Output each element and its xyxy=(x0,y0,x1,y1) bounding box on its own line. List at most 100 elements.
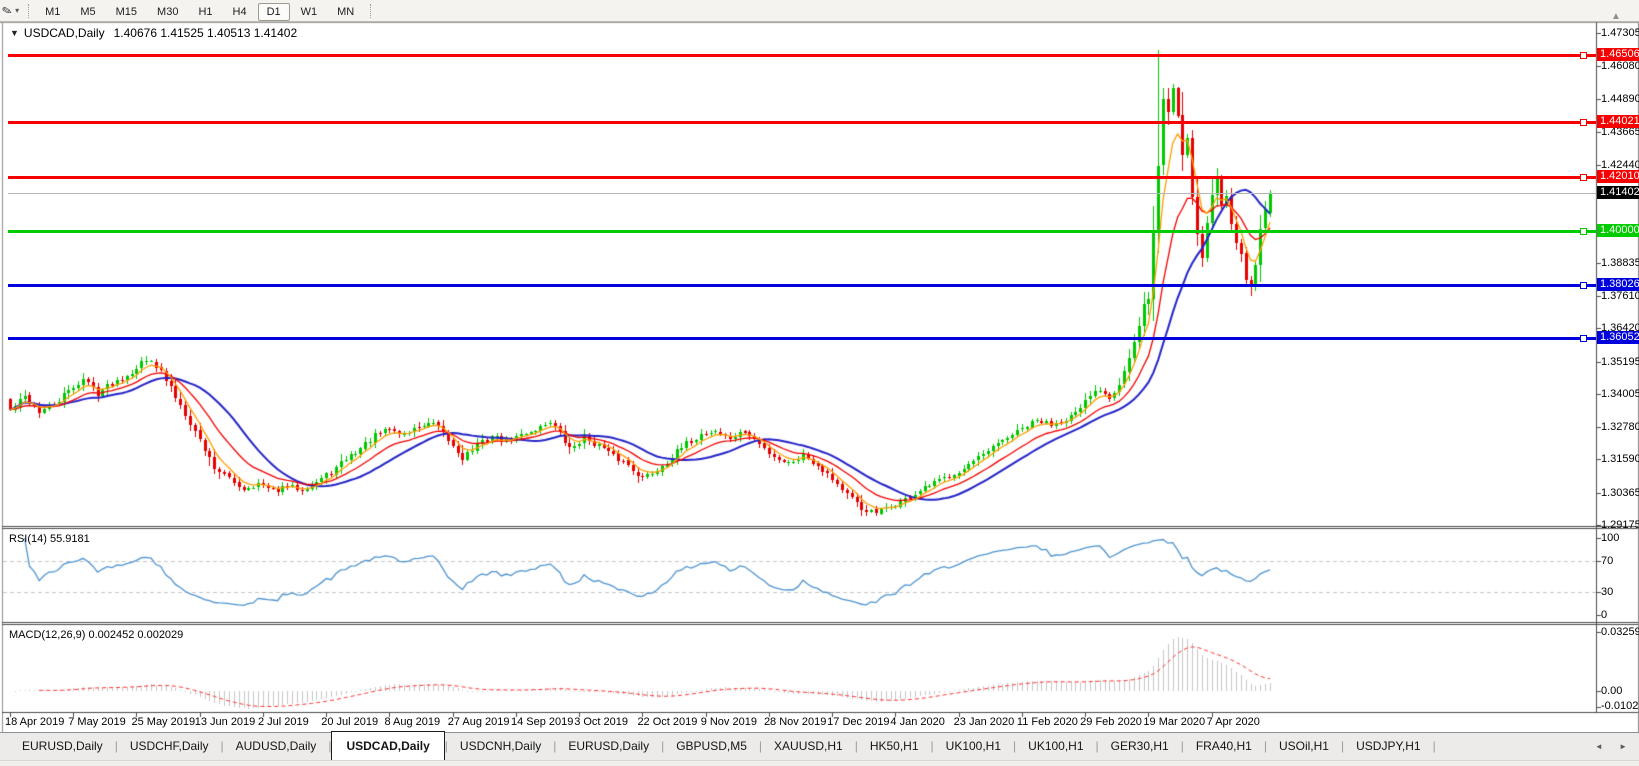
price-axis-tick: 1.30365 xyxy=(1601,486,1639,499)
date-axis-label: 19 Mar 2020 xyxy=(1143,716,1206,728)
price-axis-tick: 1.47305 xyxy=(1601,27,1639,40)
chart-tab-uk100-h1[interactable]: UK100,H1 xyxy=(945,739,1002,753)
macd-axis-tick: 0.00 xyxy=(1601,685,1623,697)
timeframe-button-w1[interactable]: W1 xyxy=(300,5,318,18)
date-axis-label: 28 Nov 2019 xyxy=(763,716,827,728)
tab-separator: | xyxy=(1095,739,1099,753)
tab-separator: | xyxy=(1432,739,1436,753)
chart-tab-uk100-h1[interactable]: UK100,H1 xyxy=(1028,739,1084,753)
chart-tab-fra40-h1[interactable]: FRA40,H1 xyxy=(1195,739,1252,753)
timeframe-button-m30[interactable]: M30 xyxy=(157,5,179,18)
tabs-scroll-right-icon[interactable]: ► xyxy=(1619,742,1627,751)
chart-tab-usdjpy-h1[interactable]: USDJPY,H1 xyxy=(1356,739,1421,753)
chart-title-symbol: USDCAD,Daily xyxy=(23,26,105,40)
price-axis-tick: 1.44890 xyxy=(1601,92,1639,105)
level-line-1-46506[interactable] xyxy=(8,52,1596,59)
rsi-axis-tick: 70 xyxy=(1601,555,1614,568)
macd-axis-tick: 0.032595 xyxy=(1601,626,1639,638)
date-axis-label: 14 Sep 2019 xyxy=(510,716,574,728)
tab-separator: | xyxy=(854,739,858,753)
date-axis-label: 8 Aug 2019 xyxy=(384,716,441,728)
tab-separator: | xyxy=(553,739,557,753)
timeframe-button-m5[interactable]: M5 xyxy=(80,5,96,18)
timeframe-button-m15[interactable]: M15 xyxy=(115,5,138,18)
chart-tab-ger30-h1[interactable]: GER30,H1 xyxy=(1110,739,1169,753)
tab-separator: | xyxy=(220,739,224,753)
current-price-line xyxy=(8,193,1596,194)
date-axis-label: 23 Jan 2020 xyxy=(953,716,1015,728)
dropdown-arrow-icon: ▾ xyxy=(15,6,20,15)
tab-separator: | xyxy=(661,739,665,753)
chart-tab-usdcad-daily[interactable]: USDCAD,Daily xyxy=(331,731,445,760)
tab-separator: | xyxy=(328,739,332,753)
timeframe-button-h4[interactable]: H4 xyxy=(232,5,247,18)
price-axis-tick: 1.31590 xyxy=(1601,453,1639,466)
level-drag-handle-icon xyxy=(1580,174,1587,181)
chart-tab-xauusd-h1[interactable]: XAUUSD,H1 xyxy=(774,739,843,753)
timeframe-button-d1[interactable]: D1 xyxy=(257,2,290,21)
pencil-icon: ✎ xyxy=(0,2,14,19)
chart-title-ohlc: 1.40676 1.41525 1.40513 1.41402 xyxy=(113,26,298,40)
level-line-1-44021[interactable] xyxy=(8,119,1596,126)
date-axis-label: 25 May 2019 xyxy=(131,716,196,728)
timeframe-button-mn[interactable]: MN xyxy=(337,5,355,18)
date-axis-label: 7 May 2019 xyxy=(68,716,126,728)
date-axis-label: 2 Jul 2019 xyxy=(257,716,309,728)
chart-tab-eurusd-daily[interactable]: EURUSD,Daily xyxy=(22,739,103,753)
chart-tab-gbpusd-m5[interactable]: GBPUSD,M5 xyxy=(676,739,747,753)
chart-tab-eurusd-daily[interactable]: EURUSD,Daily xyxy=(568,739,650,753)
chart-tabs: EURUSD,Daily | USDCHF,Daily | AUDUSD,Daily | U… xyxy=(0,731,1639,760)
tab-separator: | xyxy=(930,739,934,753)
tab-separator: | xyxy=(1180,739,1184,753)
level-price-label: 1.38026 xyxy=(1597,277,1639,291)
date-axis-label: 18 Apr 2019 xyxy=(5,716,65,728)
chart-tab-hk50-h1[interactable]: HK50,H1 xyxy=(869,739,919,753)
date-axis-label: 27 Aug 2019 xyxy=(447,716,510,728)
date-axis-label: 11 Feb 2020 xyxy=(1016,716,1078,728)
level-line-1-40000[interactable] xyxy=(8,228,1596,235)
level-price-label: 1.42010 xyxy=(1597,169,1639,183)
chart-tab-usdchf-daily[interactable]: USDCHF,Daily xyxy=(129,739,209,753)
timeframe-button-m1[interactable]: M1 xyxy=(45,5,61,18)
chart-tab-audusd-daily[interactable]: AUDUSD,Daily xyxy=(235,739,317,753)
toolbar-separator xyxy=(370,3,372,18)
price-axis-tick: 1.37610 xyxy=(1601,290,1639,303)
macd-indicator-label: MACD(12,26,9) 0.002452 0.002029 xyxy=(9,629,184,641)
tab-separator: | xyxy=(758,739,763,753)
chart-tab-bar: EURUSD,Daily | USDCHF,Daily | AUDUSD,Daily | U… xyxy=(0,731,1639,760)
timeframe-buttons: M1 M5 M15 M30 H1 H4 D1 W1 MN xyxy=(35,2,364,21)
level-line-1-42010[interactable] xyxy=(8,174,1596,181)
price-axis-tick: 1.46080 xyxy=(1601,60,1639,73)
price-axis-tick: 1.42440 xyxy=(1601,159,1639,172)
tabs-scroll-left-icon[interactable]: ◄ xyxy=(1594,742,1603,751)
chart-tab-usoil-h1[interactable]: USOil,H1 xyxy=(1278,739,1329,753)
rsi-axis-tick: 30 xyxy=(1601,585,1614,598)
toolbar: ✎ ▾ M1 M5 M15 M30 H1 H4 D1 W1 MN xyxy=(0,0,1639,22)
tab-separator: | xyxy=(1340,739,1345,753)
collapse-icon[interactable]: ▼ xyxy=(10,28,19,38)
tab-scroll-buttons: ◄ ► xyxy=(1581,742,1627,751)
tab-separator: | xyxy=(1013,739,1017,753)
level-line-1-38026[interactable] xyxy=(8,282,1596,289)
price-axis-tick: 1.38835 xyxy=(1601,256,1639,269)
rsi-axis-tick: 0 xyxy=(1601,609,1608,621)
level-price-label: 1.44021 xyxy=(1597,115,1639,129)
toolbar-separator xyxy=(28,3,30,18)
price-axis-tick: 1.34005 xyxy=(1601,387,1639,400)
timeframe-button-h1[interactable]: H1 xyxy=(198,5,213,18)
level-price-label: 1.36052 xyxy=(1597,331,1639,345)
date-axis-label: 3 Oct 2019 xyxy=(574,716,629,728)
price-axis-tick: 1.43665 xyxy=(1601,125,1639,138)
chart-title: ▼ USDCAD,Daily 1.40676 1.41525 1.40513 1.4… xyxy=(10,26,297,40)
level-price-label: 1.40000 xyxy=(1597,224,1639,238)
chart-tab-usdcnh-daily[interactable]: USDCNH,Daily xyxy=(459,739,542,753)
tab-separator: | xyxy=(444,739,448,753)
level-drag-handle-icon xyxy=(1580,228,1587,235)
scroll-up-icon[interactable]: ▲ xyxy=(1611,11,1621,22)
price-axis-tick: 1.29175 xyxy=(1601,518,1639,531)
level-price-label: 1.46506 xyxy=(1597,47,1639,61)
level-line-1-36052[interactable] xyxy=(8,335,1596,342)
draw-tool-icon[interactable]: ✎ ▾ xyxy=(0,2,22,19)
